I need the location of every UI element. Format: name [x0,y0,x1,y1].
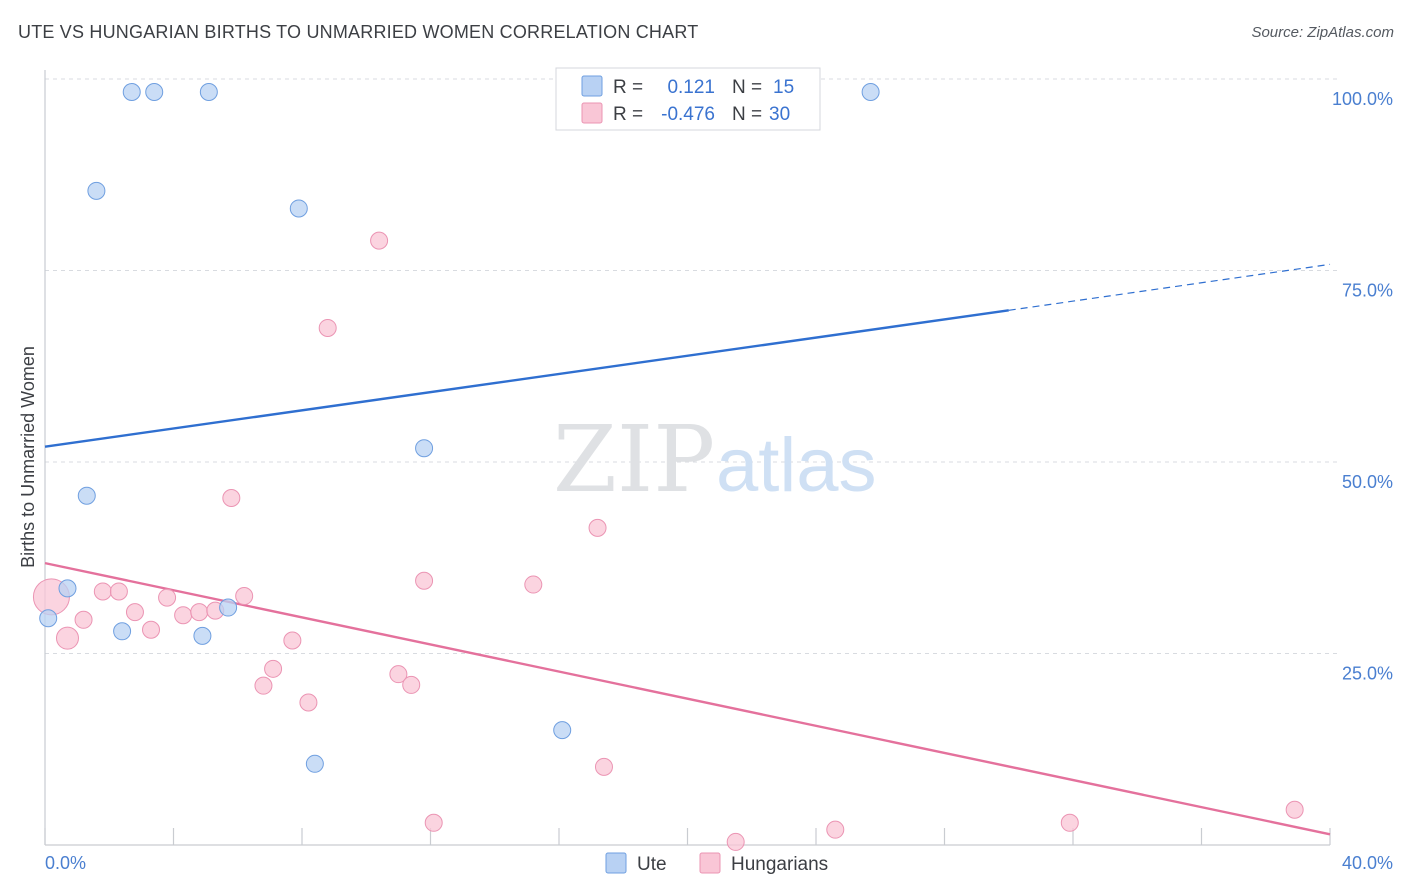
y-axis-title: Births to Unmarried Women [18,346,38,568]
ute-point[interactable] [553,721,572,740]
legend-swatch-ute [581,75,603,97]
hungarians-point[interactable] [190,603,209,622]
legend-r-value-hungarians: -0.476 [661,104,715,125]
y-axis-label: Births to Unmarried Women [18,346,38,568]
hungarians-point[interactable] [524,575,543,594]
ute-trend-line [44,309,1009,448]
hungarians-point[interactable] [402,675,421,694]
legend-n-label-ute: N = [732,77,762,98]
legend-r-label-hungarians: R = [613,104,643,125]
hungarians-point[interactable] [1285,800,1304,819]
ute-point[interactable] [113,622,132,641]
hungarians-trend-line [44,561,1331,836]
ute-trend-extension [1008,263,1331,311]
ute-point[interactable] [199,83,218,102]
ute-point[interactable] [861,83,880,102]
hungarians-point[interactable] [588,518,607,537]
hungarians-point[interactable] [264,659,283,678]
source-label: Source: ZipAtlas.com [1251,24,1394,41]
ute-point[interactable] [77,486,96,505]
legend-n-value-hungarians: 30 [769,104,790,125]
hungarians-point[interactable] [222,489,241,508]
ute-point[interactable] [219,598,238,617]
hungarians-point[interactable] [318,318,337,337]
bottom-legend-swatch-ute [605,852,627,874]
legend-swatch-hungarians [581,102,603,124]
correlation-legend: R = 0.121 N = 15 R = -0.476 N = 30 [555,67,821,131]
y-tick-label: 100.0% [1332,89,1393,109]
ute-point[interactable] [145,83,164,102]
ute-point[interactable] [289,199,308,218]
y-tick-label: 75.0% [1342,281,1393,301]
hungarians-point[interactable] [1060,813,1079,832]
hungarians-point[interactable] [174,606,193,625]
bottom-legend-label-ute: Ute [637,854,667,875]
hungarians-point[interactable] [370,231,389,250]
ute-point[interactable] [193,626,212,645]
legend-n-value-ute: 15 [773,77,794,98]
y-tick-label: 50.0% [1342,472,1393,492]
hungarians-point[interactable] [158,588,177,607]
hungarians-point[interactable] [125,603,144,622]
watermark-atlas: atlas [716,423,877,508]
hungarians-point[interactable] [142,620,161,639]
legend-r-value-ute: 0.121 [667,77,715,98]
hungarians-point[interactable] [283,631,302,650]
hungarians-point[interactable] [424,813,443,832]
hungarians-point[interactable] [254,676,273,695]
ute-point[interactable] [305,754,324,773]
ute-point[interactable] [415,439,434,458]
point-layer [32,83,1304,851]
tick-labels: 0.0% 40.0% 25.0% 50.0% 75.0% 100.0% [45,89,1393,873]
hungarians-point[interactable] [235,587,254,606]
y-tick-label: 25.0% [1342,664,1393,684]
hungarians-point[interactable] [74,610,93,629]
grid-layer [45,78,1340,654]
hungarians-point[interactable] [299,693,318,712]
trend-layer [44,263,1331,836]
hungarians-point[interactable] [109,582,128,601]
watermark: ZIP atlas [553,406,877,513]
axis-layer [44,70,1331,846]
ute-point[interactable] [58,579,77,598]
hungarians-point[interactable] [389,665,408,684]
hungarians-point[interactable] [726,832,745,851]
hungarians-point[interactable] [826,820,845,839]
chart-title: UTE VS HUNGARIAN BIRTHS TO UNMARRIED WOM… [18,22,699,42]
hungarians-point[interactable] [415,571,434,590]
watermark-zip: ZIP [553,406,715,513]
hungarians-point[interactable] [93,582,112,601]
hungarians-point[interactable] [594,757,613,776]
x-tick-label-min: 0.0% [45,853,86,873]
hungarians-point[interactable] [55,626,79,650]
bottom-legend-label-hungarians: Hungarians [731,854,828,875]
series-legend: Ute Hungarians [605,852,828,875]
bottom-legend-swatch-hungarians [699,852,721,874]
x-tick-label-max: 40.0% [1342,853,1393,873]
ute-point[interactable] [87,181,106,200]
legend-n-label-hungarians: N = [732,104,762,125]
ute-point[interactable] [39,609,58,628]
ute-point[interactable] [122,83,141,102]
legend-r-label-ute: R = [613,77,643,98]
